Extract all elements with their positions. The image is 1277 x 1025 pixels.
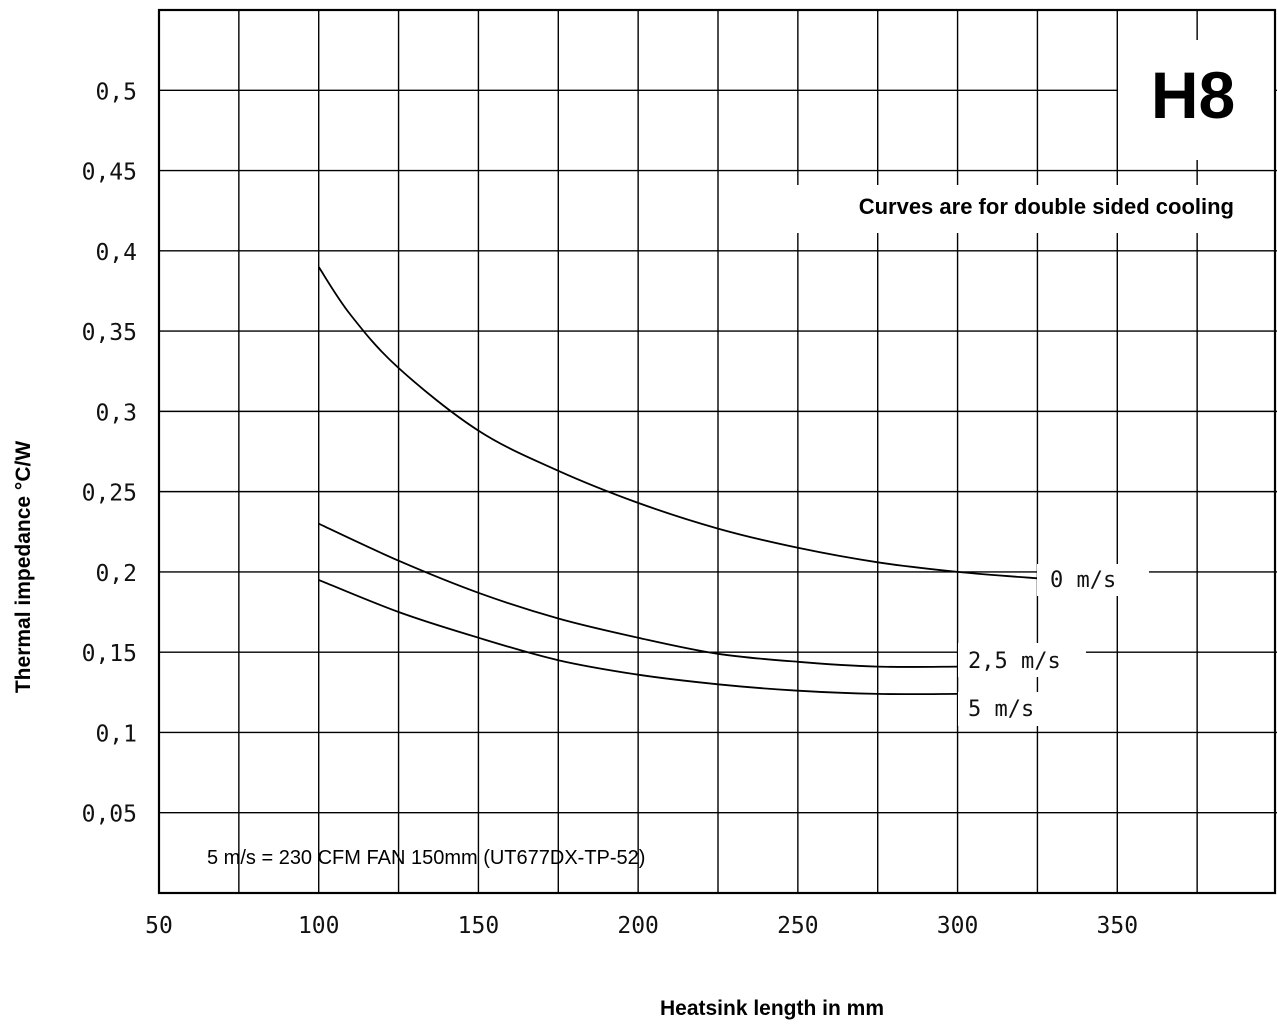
x-axis-ticks: 50 100 150 200 250 300 350 bbox=[145, 913, 1138, 939]
curve-1 bbox=[317, 266, 1038, 580]
x-tick-label: 150 bbox=[458, 913, 500, 939]
x-tick-label: 300 bbox=[937, 913, 979, 939]
curve-2 bbox=[318, 522, 958, 668]
y-tick-label: 0,25 bbox=[82, 481, 137, 507]
curve-label-1: 0 m/s bbox=[1050, 568, 1116, 593]
x-tick-label: 350 bbox=[1097, 913, 1139, 939]
y-axis-title: Thermal impedance °C/W bbox=[12, 441, 35, 693]
x-tick-label: 100 bbox=[298, 913, 340, 939]
fan-footnote: 5 m/s = 230 CFM FAN 150mm (UT677DX-TP-52… bbox=[207, 847, 645, 869]
cooling-note: Curves are for double sided cooling bbox=[859, 194, 1234, 219]
y-tick-label: 0,35 bbox=[82, 320, 137, 346]
curve-label-bg bbox=[958, 692, 1058, 726]
curve-label-2: 2,5 m/s bbox=[968, 649, 1061, 674]
y-tick-label: 0,1 bbox=[95, 721, 137, 747]
y-tick-label: 0,05 bbox=[82, 802, 137, 828]
x-tick-label: 250 bbox=[777, 913, 819, 939]
y-tick-label: 0,3 bbox=[95, 400, 137, 426]
badge-box bbox=[1118, 40, 1274, 160]
y-tick-label: 0,5 bbox=[95, 79, 137, 105]
grid-lines bbox=[159, 10, 1277, 893]
curve-label-bg bbox=[958, 643, 1086, 677]
x-tick-label: 50 bbox=[145, 913, 173, 939]
curve-3 bbox=[318, 579, 958, 696]
y-tick-label: 0,4 bbox=[95, 240, 137, 266]
x-tick-label: 200 bbox=[617, 913, 659, 939]
y-tick-label: 0,15 bbox=[82, 641, 137, 667]
plot-frame bbox=[157, 8, 1277, 895]
chart-badge: H8 bbox=[1151, 58, 1235, 132]
note-box bbox=[770, 185, 1245, 233]
y-tick-label: 0,2 bbox=[95, 561, 137, 587]
curve-label-bg bbox=[1037, 564, 1149, 596]
curves: 0 m/s 2,5 m/s 5 m/s bbox=[317, 266, 1149, 726]
y-axis-ticks: 0,05 0,1 0,15 0,2 0,25 0,3 0,35 0,4 0,45 0,5 bbox=[82, 79, 137, 827]
y-tick-label: 0,45 bbox=[82, 160, 137, 186]
curve-label-3: 5 m/s bbox=[968, 697, 1034, 722]
x-axis-title: Heatsink length in mm bbox=[660, 997, 884, 1020]
